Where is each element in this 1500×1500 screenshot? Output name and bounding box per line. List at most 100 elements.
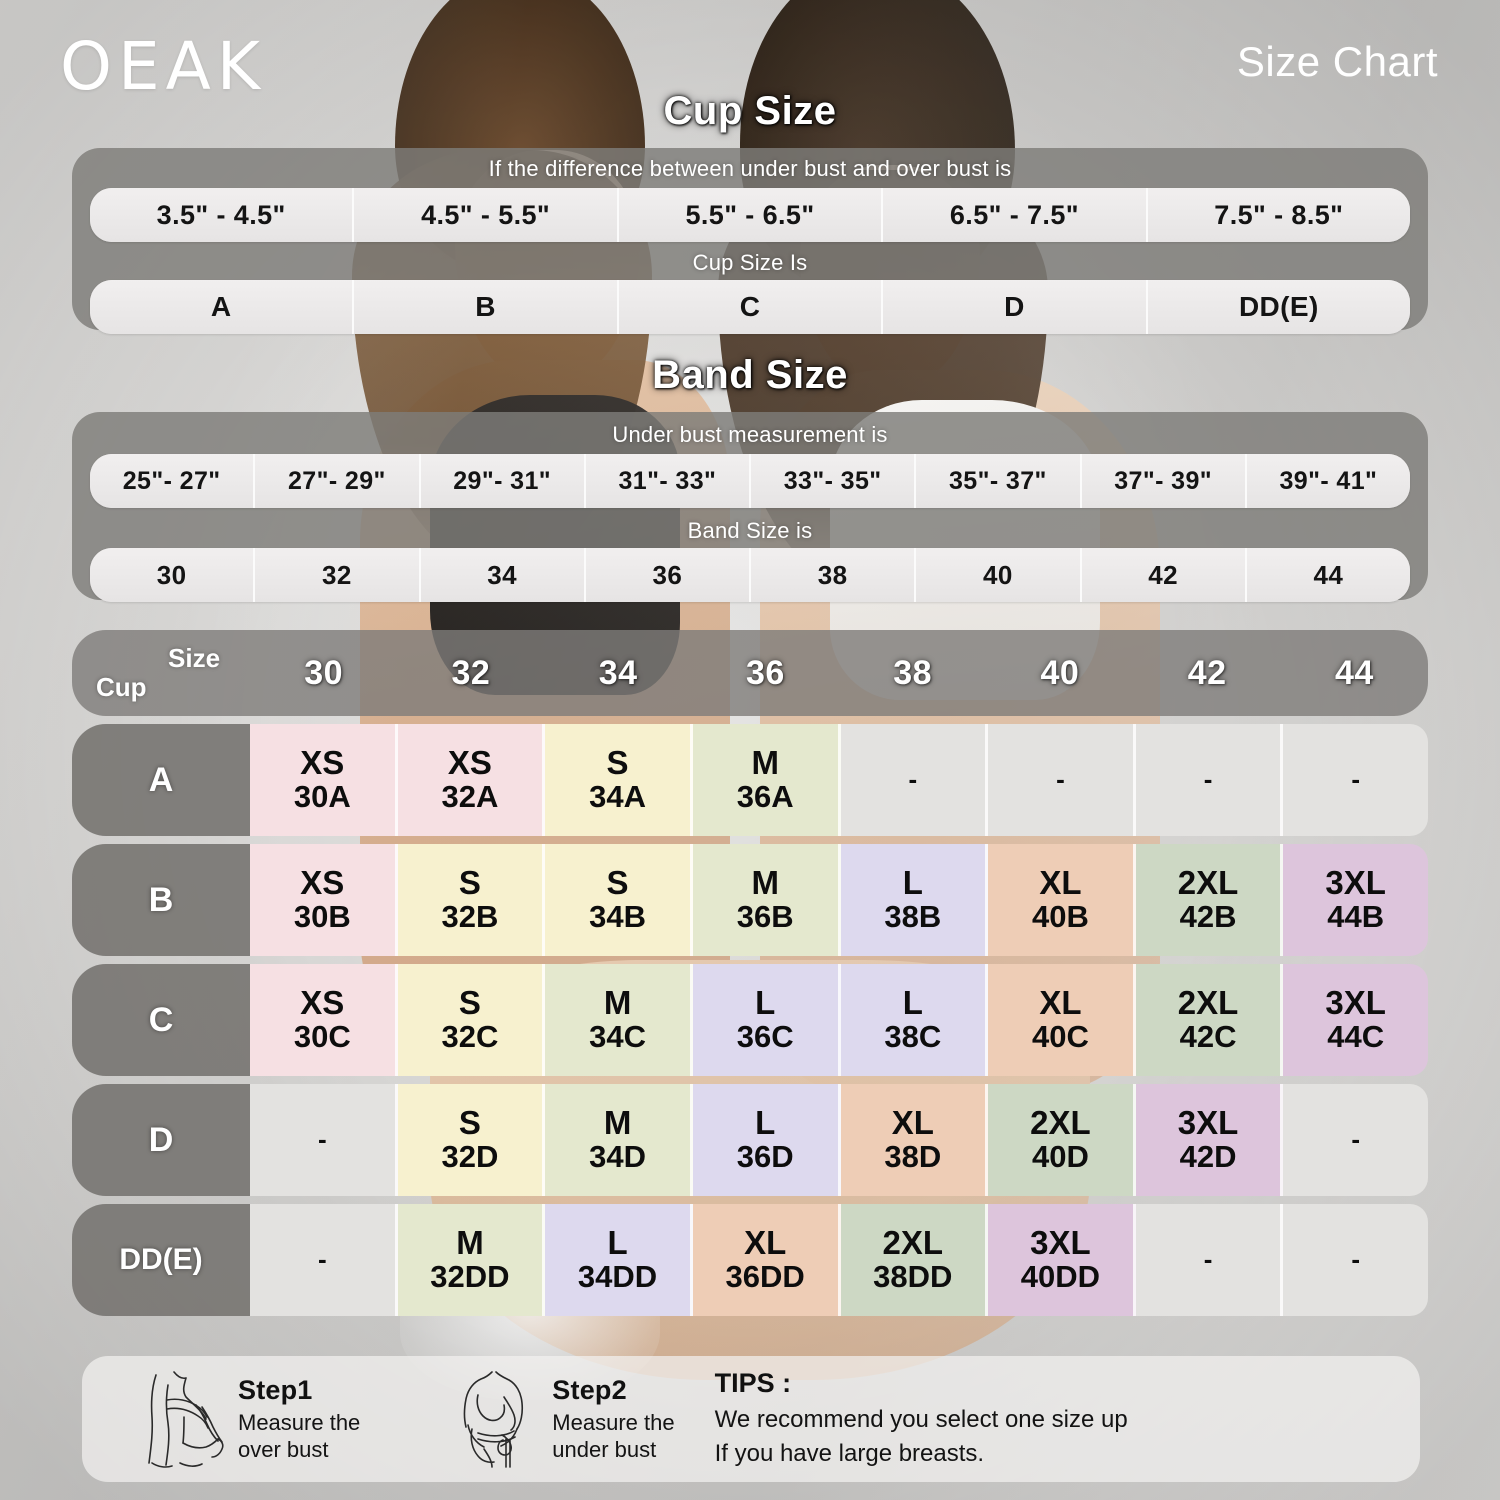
- step1-text: Step1 Measure the over bust: [238, 1375, 360, 1464]
- matrix-cell-32C: S 32C: [397, 964, 546, 1076]
- matrix-cell-36D: L 36D: [692, 1084, 841, 1196]
- cup-value-cell-0: A: [90, 280, 355, 334]
- matrix-corner-label: Size Cup: [72, 630, 250, 716]
- cell-code-label: 40B: [1032, 899, 1089, 935]
- cell-size-label: L: [902, 984, 923, 1022]
- cell-size-label: S: [458, 984, 481, 1022]
- cell-code-label: 36A: [736, 779, 794, 815]
- matrix-cell-44B: 3XL 44B: [1283, 844, 1428, 956]
- band-range-cell-3: 31"- 33": [585, 454, 751, 508]
- step2-text: Step2 Measure the under bust: [552, 1375, 674, 1464]
- cell-code-label: 38B: [884, 899, 942, 935]
- tips-line1: We recommend you select one size up: [714, 1406, 1128, 1434]
- matrix-row-D: D - S 32D M 34D L 36D XL 38D 2XL 40D 3XL 42D -: [72, 1084, 1428, 1196]
- matrix-col-header-36: 36: [745, 653, 785, 692]
- cell-code-label: 32DD: [430, 1259, 510, 1295]
- matrix-cell-empty-A-38: -: [840, 724, 989, 836]
- matrix-cell-30C: XS 30C: [250, 964, 398, 1076]
- cell-size-label: 3XL: [1030, 1224, 1091, 1262]
- band-size-panel: Under bust measurement is 25"- 27" 27"- 2…: [72, 412, 1428, 602]
- band-range-cell-0: 25"- 27": [90, 454, 256, 508]
- matrix-col-header-42: 42: [1187, 653, 1227, 692]
- matrix-header-row: Size Cup 30 32 34 36 38 40 42 44: [72, 630, 1428, 716]
- tips-block: TIPS : We recommend you select one size …: [715, 1368, 1128, 1469]
- cell-size-label: XS: [300, 864, 345, 902]
- matrix-cell-empty-D-44: -: [1283, 1084, 1428, 1196]
- band-value-cell-1: 32: [255, 548, 421, 602]
- band-value-cell-3: 36: [585, 548, 751, 602]
- matrix-cell-42C: 2XL 42C: [1135, 964, 1284, 1076]
- band-value-cell-6: 42: [1081, 548, 1247, 602]
- cell-size-label: XS: [300, 984, 345, 1022]
- cell-code-label: 44B: [1327, 899, 1385, 935]
- cup-size-heading: Cup Size: [663, 89, 837, 133]
- matrix-cell-empty-DD(E)-30: -: [250, 1204, 398, 1316]
- matrix-row-B: B XS 30B S 32B S 34B M 36B L 38B XL 40B 2XL 42B 3XL 44B: [72, 844, 1428, 956]
- matrix-row-label-C: C: [72, 964, 250, 1076]
- step2-line2: under bust: [552, 1436, 657, 1462]
- cell-size-label: L: [755, 1104, 776, 1142]
- cup-value-cell-3: D: [883, 280, 1148, 334]
- tips-line2: If you have large breasts.: [714, 1439, 985, 1467]
- matrix-row-label-DD(E): DD(E): [72, 1204, 250, 1316]
- cell-code-label: 40C: [1032, 1019, 1089, 1055]
- cell-size-label: 3XL: [1325, 984, 1386, 1022]
- cup-range-cell-1: 4.5" - 5.5": [354, 188, 619, 242]
- step1-title: Step1: [238, 1374, 313, 1405]
- cell-code-label: 32C: [441, 1019, 499, 1055]
- cell-size-label: XS: [300, 744, 345, 782]
- matrix-cell-32DD: M 32DD: [397, 1204, 546, 1316]
- matrix-cell-40D: 2XL 40D: [988, 1084, 1136, 1196]
- matrix-cell-38DD: 2XL 38DD: [840, 1204, 989, 1316]
- cup-range-row: 3.5" - 4.5" 4.5" - 5.5" 5.5" - 6.5" 6.5" - …: [90, 188, 1410, 242]
- cell-size-label: XL: [1039, 984, 1082, 1022]
- cell-code-label: 42D: [1179, 1139, 1237, 1175]
- cell-size-label: 3XL: [1177, 1104, 1239, 1142]
- matrix-col-header-32: 32: [451, 653, 491, 692]
- cell-size-label: M: [603, 984, 632, 1022]
- matrix-cell-32A: XS 32A: [397, 724, 546, 836]
- cell-size-label: M: [751, 864, 779, 902]
- cup-size-panel: If the difference between under bust and…: [72, 148, 1428, 334]
- matrix-col-header-44: 44: [1334, 653, 1374, 692]
- cell-code-label: 36DD: [725, 1259, 805, 1295]
- matrix-cell-36A: M 36A: [692, 724, 841, 836]
- matrix-cell-empty-D-30: -: [250, 1084, 398, 1196]
- cell-size-label: S: [458, 864, 481, 902]
- cell-size-label: S: [606, 864, 629, 902]
- matrix-row-C: C XS 30C S 32C M 34C L 36C L 38C XL 40C 2XL 42C 3XL 44C: [72, 964, 1428, 1076]
- cell-size-label: -: [1351, 1244, 1361, 1275]
- page-title: Size Chart: [1236, 38, 1438, 85]
- matrix-row-label-D: D: [72, 1084, 250, 1196]
- step2-title: Step2: [552, 1374, 627, 1405]
- cell-code-label: 40D: [1032, 1139, 1089, 1175]
- step2-block: Step2 Measure the under bust: [448, 1367, 675, 1471]
- matrix-cell-36DD: XL 36DD: [692, 1204, 841, 1316]
- matrix-cell-34C: M 34C: [545, 964, 693, 1076]
- cell-code-label: 36C: [736, 1019, 794, 1055]
- cell-code-label: 38C: [884, 1019, 942, 1055]
- cell-size-label: S: [606, 744, 629, 782]
- matrix-cell-empty-DD(E)-44: -: [1283, 1204, 1428, 1316]
- cell-code-label: 42B: [1179, 899, 1237, 935]
- band-value-cell-7: 44: [1246, 548, 1410, 602]
- matrix-cell-34A: S 34A: [545, 724, 693, 836]
- cup-range-cell-4: 7.5" - 8.5": [1147, 188, 1410, 242]
- cell-size-label: S: [458, 1104, 481, 1142]
- cell-code-label: 34D: [589, 1139, 646, 1175]
- cup-value-row: A B C D DD(E): [90, 280, 1410, 334]
- measure-over-bust-icon: [148, 1371, 224, 1468]
- matrix-cell-38C: L 38C: [840, 964, 989, 1076]
- cell-size-label: L: [902, 864, 923, 902]
- band-value-cell-0: 30: [90, 548, 256, 602]
- matrix-col-header-38: 38: [893, 653, 933, 692]
- matrix-cell-40B: XL 40B: [988, 844, 1136, 956]
- cell-size-label: XS: [447, 744, 492, 782]
- measure-under-bust-icon: [463, 1371, 524, 1468]
- matrix-col-header-30: 30: [304, 653, 344, 692]
- cup-value-cell-2: C: [618, 280, 884, 334]
- step1-line2: over bust: [238, 1436, 329, 1462]
- cell-size-label: XL: [891, 1104, 934, 1142]
- cup-size-subtitle-mid: Cup Size Is: [692, 250, 808, 275]
